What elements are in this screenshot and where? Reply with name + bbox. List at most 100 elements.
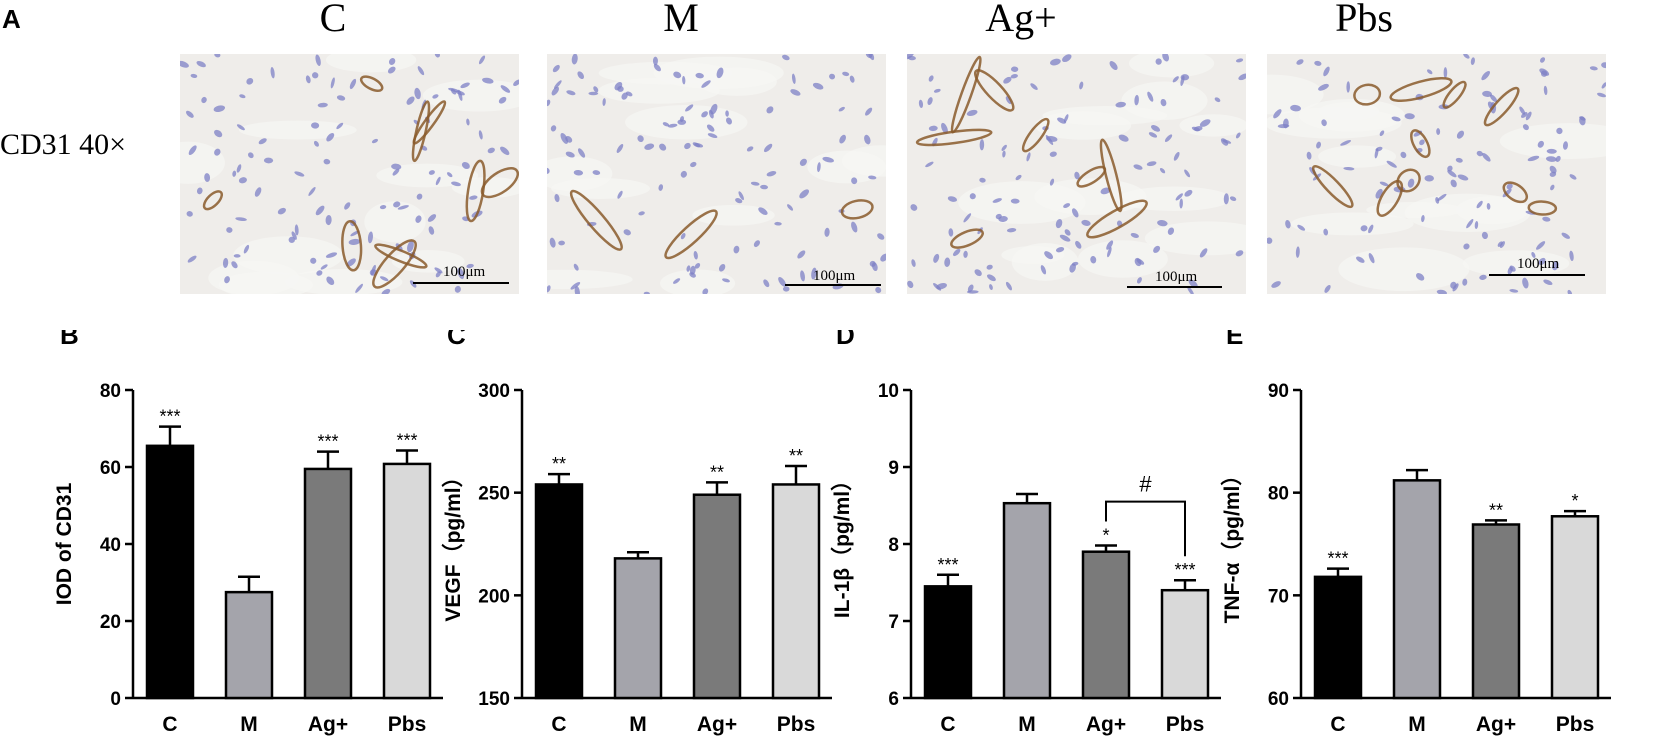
vessel bbox=[569, 189, 623, 251]
y-tick-label: 200 bbox=[478, 586, 510, 607]
y-tick-label: 20 bbox=[100, 612, 121, 633]
nucleus bbox=[434, 54, 440, 58]
nucleus bbox=[186, 211, 193, 217]
tissue-patch bbox=[547, 269, 633, 290]
nucleus bbox=[623, 229, 631, 236]
nucleus bbox=[707, 133, 718, 139]
nucleus bbox=[1106, 240, 1114, 250]
nucleus bbox=[1419, 139, 1425, 146]
nucleus bbox=[974, 269, 982, 277]
nucleus bbox=[1079, 81, 1084, 90]
nucleus bbox=[1476, 200, 1483, 209]
significance-label: *** bbox=[937, 555, 958, 575]
nucleus bbox=[592, 170, 601, 175]
nucleus bbox=[478, 55, 486, 65]
nucleus bbox=[782, 286, 790, 292]
nucleus bbox=[1081, 219, 1091, 226]
nucleus bbox=[577, 71, 585, 80]
nucleus bbox=[1314, 60, 1322, 66]
significance-label: ** bbox=[710, 462, 724, 482]
bar bbox=[1392, 479, 1442, 700]
tissue-patch bbox=[1462, 250, 1570, 277]
nucleus bbox=[187, 255, 197, 263]
nucleus bbox=[1159, 167, 1166, 174]
nucleus bbox=[1424, 175, 1434, 182]
nucleus bbox=[236, 124, 245, 131]
nucleus bbox=[799, 189, 810, 199]
nucleus bbox=[565, 151, 575, 158]
significance-label: ** bbox=[1489, 500, 1503, 520]
nucleus bbox=[349, 78, 357, 90]
nucleus bbox=[782, 54, 790, 61]
nucleus bbox=[1107, 246, 1112, 258]
nucleus bbox=[547, 167, 550, 174]
nucleus bbox=[1522, 277, 1529, 289]
nucleus bbox=[1049, 178, 1055, 186]
nucleus bbox=[1044, 251, 1053, 260]
nucleus bbox=[315, 205, 325, 216]
nucleus bbox=[311, 72, 319, 79]
nucleus bbox=[1324, 284, 1331, 293]
nucleus bbox=[190, 73, 198, 78]
nucleus bbox=[551, 86, 560, 96]
nucleus bbox=[547, 99, 551, 107]
nucleus bbox=[710, 103, 718, 115]
nucleus bbox=[416, 193, 423, 200]
nucleus bbox=[911, 259, 916, 267]
nucleus bbox=[1184, 189, 1193, 197]
nucleus bbox=[1404, 113, 1415, 120]
nucleus bbox=[336, 95, 346, 101]
nucleus bbox=[695, 72, 704, 79]
nucleus bbox=[979, 139, 985, 151]
nucleus bbox=[1071, 208, 1079, 218]
nucleus bbox=[1222, 139, 1232, 144]
nucleus bbox=[1601, 82, 1606, 89]
nucleus bbox=[1057, 117, 1067, 124]
nucleus bbox=[1173, 151, 1180, 161]
nucleus bbox=[1147, 91, 1154, 102]
nucleus bbox=[1379, 181, 1389, 187]
nucleus bbox=[1235, 250, 1244, 257]
nucleus bbox=[637, 135, 644, 143]
nucleus bbox=[1118, 134, 1129, 142]
vessel bbox=[1099, 138, 1123, 213]
nucleus bbox=[593, 86, 599, 93]
nucleus bbox=[824, 227, 830, 237]
tissue-patch bbox=[598, 61, 733, 85]
vessel bbox=[1021, 117, 1050, 153]
nucleus bbox=[1407, 178, 1415, 188]
nucleus bbox=[432, 94, 439, 99]
nucleus bbox=[1522, 124, 1529, 131]
nucleus bbox=[625, 91, 633, 97]
nucleus bbox=[196, 60, 206, 68]
nucleus bbox=[811, 267, 817, 280]
nucleus bbox=[684, 142, 691, 150]
nucleus bbox=[573, 263, 579, 271]
vessel bbox=[412, 100, 447, 145]
nucleus bbox=[317, 102, 328, 108]
nucleus bbox=[1134, 257, 1142, 267]
nucleus bbox=[1273, 109, 1282, 119]
nucleus bbox=[243, 244, 250, 254]
nucleus bbox=[1536, 241, 1546, 250]
nucleus bbox=[435, 176, 441, 186]
nucleus bbox=[1549, 165, 1557, 174]
nucleus bbox=[1597, 92, 1606, 98]
nucleus bbox=[1555, 155, 1561, 162]
x-category-label: Pbs bbox=[777, 713, 816, 736]
nucleus bbox=[986, 264, 993, 270]
nucleus bbox=[839, 134, 846, 144]
nucleus bbox=[849, 75, 855, 83]
nucleus bbox=[1502, 188, 1512, 198]
nucleus bbox=[1157, 220, 1168, 227]
nucleus bbox=[722, 278, 730, 283]
nucleus bbox=[1003, 76, 1012, 84]
y-axis-title: IOD of CD31 bbox=[53, 482, 76, 605]
nucleus bbox=[1538, 257, 1546, 266]
nucleus bbox=[1296, 59, 1304, 65]
y-tick-label: 60 bbox=[1268, 689, 1289, 710]
nucleus bbox=[760, 184, 769, 190]
y-axis-title: VEGF（pg/ml） bbox=[441, 466, 465, 621]
nucleus bbox=[758, 207, 768, 215]
nucleus bbox=[1543, 85, 1548, 96]
